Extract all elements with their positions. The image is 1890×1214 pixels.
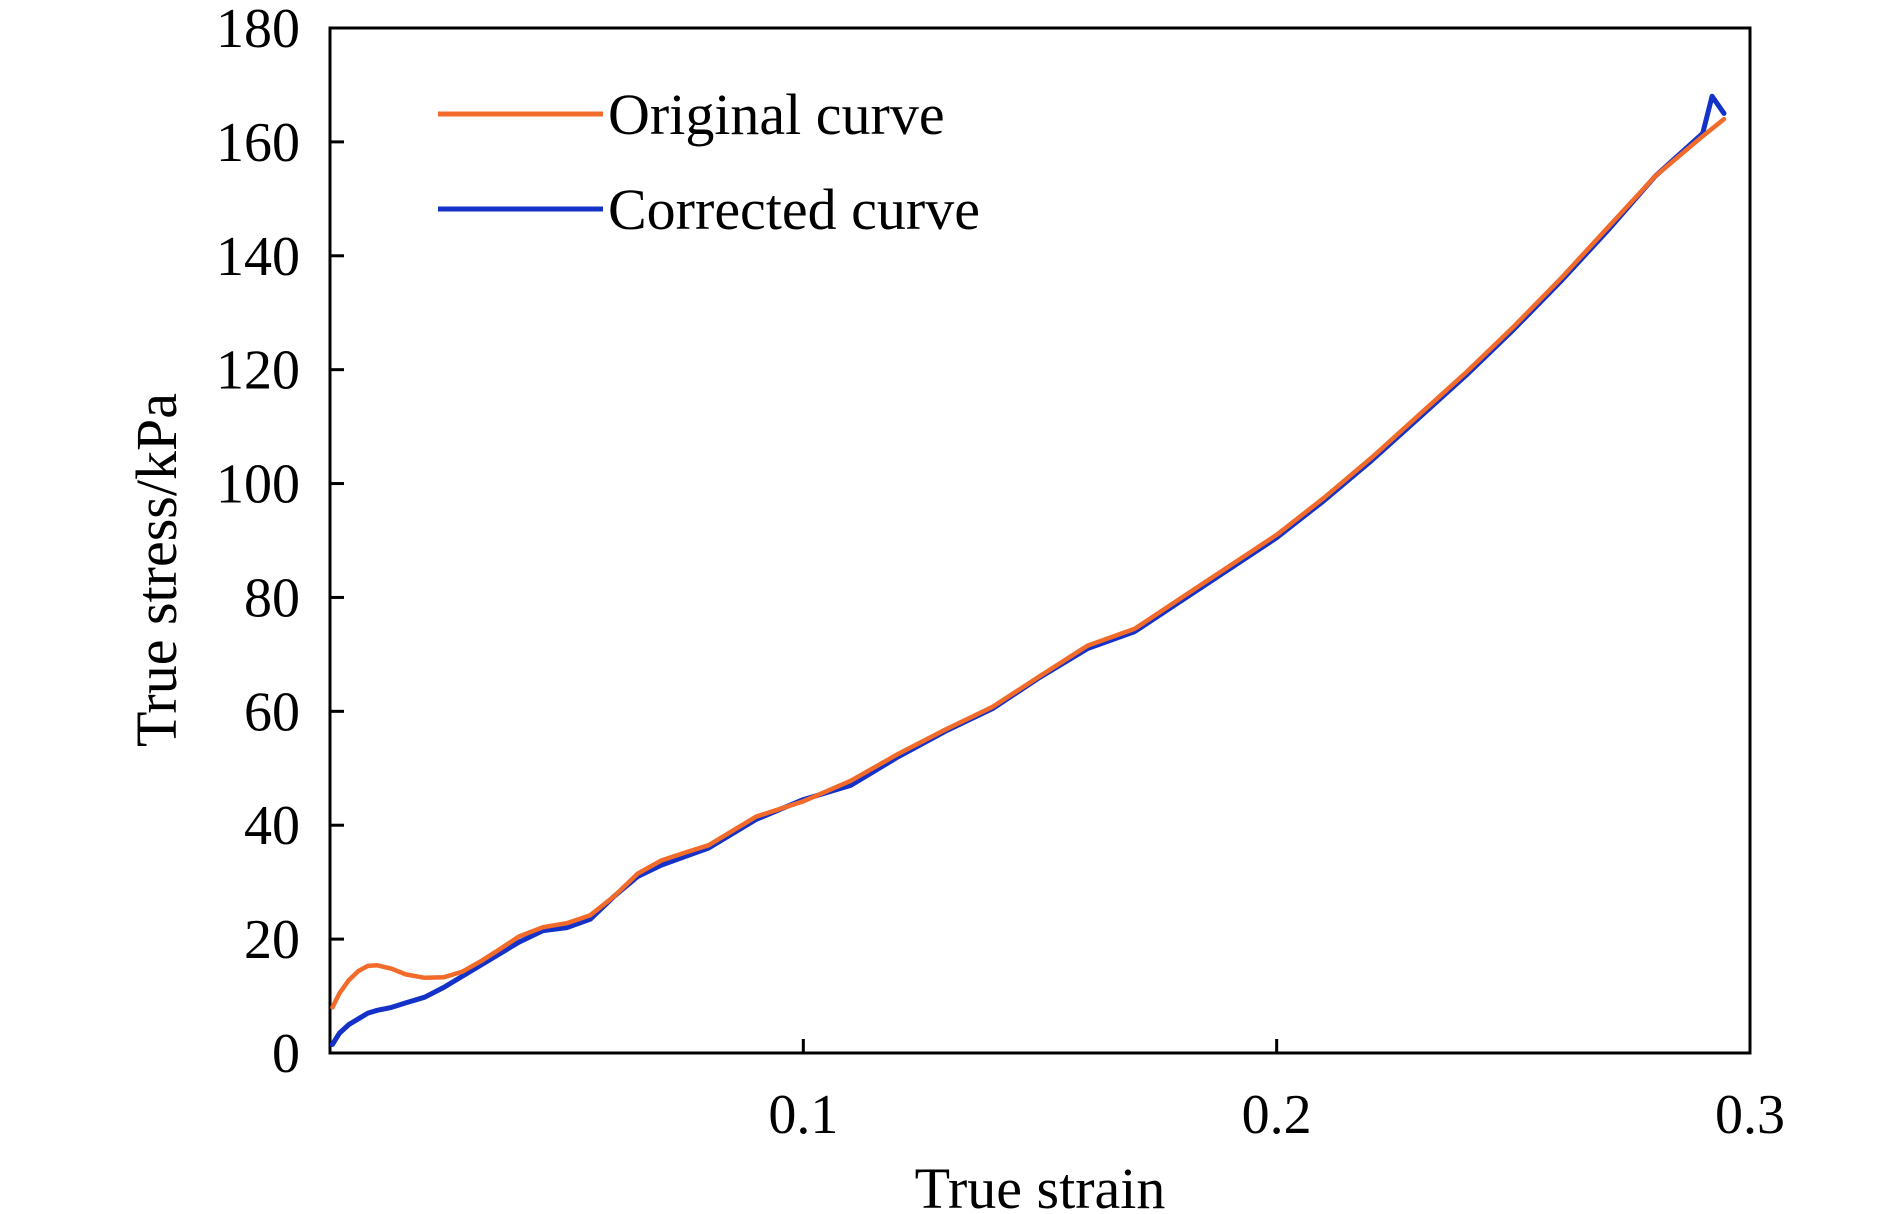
y-tick-label-140: 140 — [216, 226, 300, 288]
y-axis-ticks: 0 20 40 60 80 100 120 140 160 180 — [216, 0, 344, 1085]
y-tick-label-160: 160 — [216, 112, 300, 174]
y-tick-label-100: 100 — [216, 454, 300, 516]
series-line-original-curve — [330, 116, 1727, 1010]
y-tick-label-20: 20 — [244, 909, 300, 971]
x-tick-label-0.3: 0.3 — [1715, 1084, 1785, 1146]
x-axis-label: True strain — [915, 1156, 1166, 1214]
y-tick-label-0: 0 — [272, 1023, 300, 1085]
series-layer — [329, 93, 1727, 1047]
y-tick-label-180: 180 — [216, 0, 300, 60]
x-axis-ticks: 0.1 0.2 0.3 — [768, 1039, 1785, 1146]
y-tick-label-40: 40 — [244, 795, 300, 857]
x-tick-label-0.1: 0.1 — [768, 1084, 838, 1146]
x-tick-label-0.2: 0.2 — [1242, 1084, 1312, 1146]
legend-label-corrected-curve: Corrected curve — [608, 177, 980, 242]
legend: Original curve Corrected curve — [438, 82, 980, 242]
y-tick-label-80: 80 — [244, 567, 300, 629]
y-tick-label-60: 60 — [244, 681, 300, 743]
plot-frame — [328, 26, 1752, 1055]
legend-label-original-curve: Original curve — [608, 82, 945, 147]
series-line-corrected-curve — [329, 93, 1727, 1047]
y-tick-label-120: 120 — [216, 340, 300, 402]
y-axis-label: True stress/kPa — [124, 393, 189, 747]
